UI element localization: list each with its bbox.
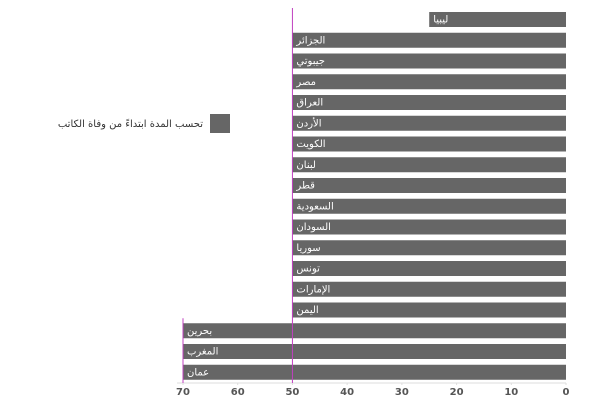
bar — [183, 323, 566, 339]
x-tick-label: 40 — [340, 387, 354, 398]
x-tick-label: 10 — [504, 387, 518, 398]
bar — [292, 74, 566, 90]
bar — [292, 157, 566, 173]
x-tick-label: 50 — [285, 387, 299, 398]
x-tick-label: 30 — [395, 387, 409, 398]
bar — [292, 219, 566, 235]
bar — [429, 12, 566, 27]
bar-label: السعودية — [296, 201, 333, 212]
bar-label: الإمارات — [296, 284, 330, 295]
bar-label: الأردن — [296, 116, 321, 129]
bar-label: جيبوتي — [296, 56, 325, 67]
bar-label: اليمن — [296, 305, 318, 316]
bar-label: بحرين — [187, 326, 212, 337]
x-tick-label: 60 — [231, 387, 245, 398]
bar-label: العراق — [296, 98, 323, 109]
x-tick-label: 20 — [450, 387, 464, 398]
bar-label: الكويت — [296, 139, 325, 150]
bar — [292, 178, 566, 193]
bar — [292, 95, 566, 110]
bar-label: ليبيا — [433, 15, 448, 26]
bar-label: عمان — [187, 367, 209, 378]
bar — [183, 364, 566, 380]
bar — [292, 198, 566, 214]
bar-label: الجزائر — [295, 35, 325, 46]
legend-swatch — [210, 114, 230, 133]
bar-label: سوريا — [296, 243, 320, 254]
bar — [292, 53, 566, 69]
bar — [292, 32, 566, 48]
x-tick-label: 70 — [176, 387, 190, 398]
bar-label: السودان — [296, 222, 331, 233]
bar-label: مصر — [295, 77, 316, 88]
x-tick-label: 0 — [563, 387, 570, 398]
bar — [292, 302, 566, 318]
bar — [292, 261, 566, 276]
bar — [292, 136, 566, 152]
bar-label: المغرب — [187, 347, 218, 358]
bar-label: تونس — [296, 264, 320, 275]
bar-label: قطر — [295, 181, 315, 192]
bar — [292, 281, 566, 297]
bar — [183, 344, 566, 359]
bar — [292, 115, 566, 131]
bar — [292, 240, 566, 256]
legend-label: تحسب المدة ابتداءً من وفاة الكاتب — [58, 118, 203, 130]
bar-label: لبنان — [296, 160, 315, 171]
